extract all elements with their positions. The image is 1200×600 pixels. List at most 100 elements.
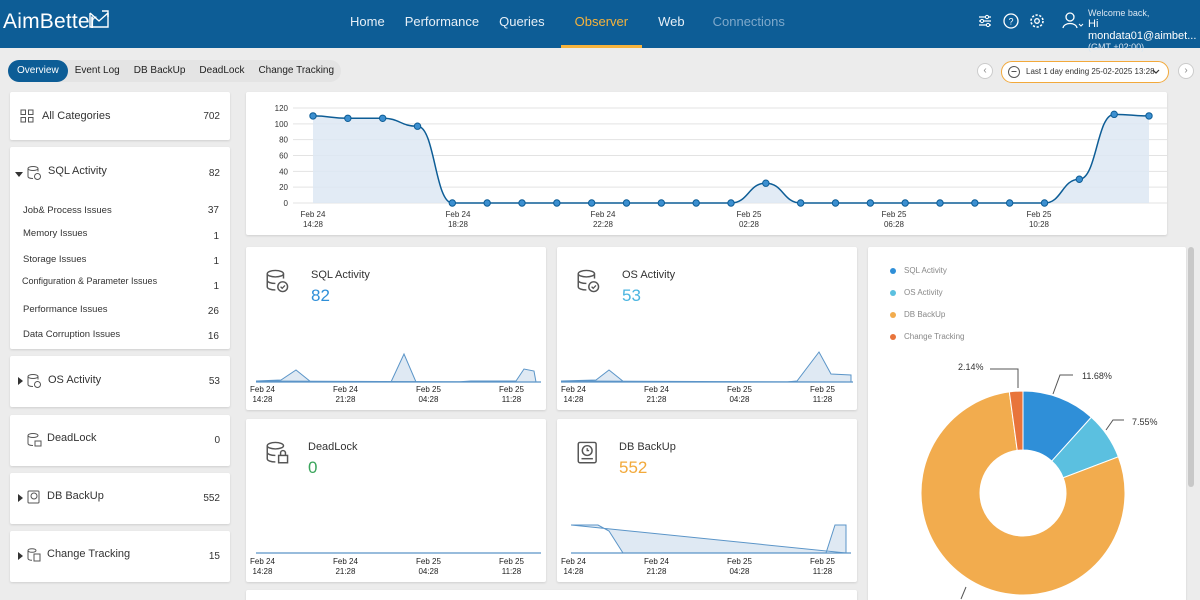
widget-db-backup[interactable]: DB BackUp 552 Feb 24 14:28 Feb 24 21:28 Fe… — [557, 419, 857, 582]
caret-right-icon — [18, 377, 23, 385]
sub-item-configuration[interactable]: Configuration & Parameter Issues — [22, 276, 158, 286]
nav-connections[interactable]: Connections — [712, 14, 785, 29]
tab-event-log[interactable]: Event Log — [74, 65, 120, 76]
category-count: 702 — [203, 111, 220, 122]
x-tick: Feb 24 21:28 — [333, 557, 358, 576]
date-range-label: Last 1 day ending 25-02-2025 13:28 — [1026, 67, 1155, 76]
data-point — [1075, 175, 1084, 183]
data-point — [1110, 110, 1118, 119]
sub-item-count: 37 — [207, 205, 219, 216]
chevron-right-icon[interactable]: › — [1178, 63, 1194, 79]
x-tick: Feb 25 11:28 — [499, 385, 524, 404]
data-point — [1145, 112, 1153, 120]
nav-queries[interactable]: Queries — [499, 14, 545, 29]
category-db-backup[interactable]: DB BackUp 552 — [10, 473, 230, 524]
x-tick: Feb 25 04:28 — [416, 385, 441, 404]
welcome-block[interactable]: Welcome back, Hi mondata01@aimbet... (GM… — [1088, 8, 1200, 52]
nav-performance[interactable]: Performance — [404, 14, 480, 29]
sub-item-performance[interactable]: Performance Issues — [23, 304, 108, 315]
sub-item-data-corruption[interactable]: Data Corruption Issues — [23, 329, 121, 340]
sub-item-count: 1 — [213, 231, 219, 242]
slice-label: 2.14% — [958, 362, 984, 372]
tab-change-tracking[interactable]: Change Tracking — [258, 65, 335, 76]
category-label: SQL Activity — [48, 165, 107, 177]
category-count: 82 — [208, 168, 220, 179]
sparkline — [256, 552, 541, 554]
leader-line — [1052, 374, 1073, 395]
legend-dot — [890, 311, 896, 318]
help-icon[interactable]: ? — [1002, 12, 1020, 30]
x-tick: Feb 24 14:28 — [250, 385, 275, 404]
sub-item-memory[interactable]: Memory Issues — [23, 228, 88, 239]
data-point — [344, 114, 352, 122]
user-icon[interactable] — [1060, 8, 1084, 32]
tab-overview[interactable]: Overview — [8, 60, 68, 82]
settings-icon[interactable] — [1028, 12, 1046, 30]
date-range-selector[interactable]: Last 1 day ending 25-02-2025 13:28 — [1001, 61, 1169, 83]
caret-right-icon — [18, 494, 23, 502]
slice-label: 11.68% — [1082, 371, 1112, 381]
database-lock-icon — [27, 433, 42, 447]
legend-item[interactable]: DB BackUp — [890, 310, 945, 319]
data-point — [936, 199, 944, 207]
x-tick-label: Feb 24 14:28 — [301, 210, 326, 229]
category-deadlock[interactable]: DeadLock 0 — [10, 415, 230, 466]
chevron-left-icon[interactable]: ‹ — [977, 63, 993, 79]
data-point — [1040, 199, 1049, 207]
nav-home[interactable]: Home — [350, 14, 385, 29]
tab-deadlock[interactable]: DeadLock — [199, 65, 245, 76]
x-tick: Feb 25 04:28 — [727, 385, 752, 404]
x-tick: Feb 25 04:28 — [416, 557, 441, 576]
x-tick-label: Feb 25 02:28 — [737, 210, 762, 229]
timeline-chart-card: 0 20 40 60 80 100 120 Feb 24 14:28 Feb 24 18:28 Feb… — [246, 92, 1167, 235]
data-point — [796, 199, 805, 207]
category-os-activity[interactable]: OS Activity 53 — [10, 356, 230, 407]
sub-item-count: 16 — [207, 331, 219, 342]
sliders-icon[interactable] — [976, 12, 994, 30]
sub-item-storage[interactable]: Storage Issues — [23, 254, 87, 265]
category-count: 53 — [208, 376, 220, 387]
change-tracking-icon — [27, 548, 41, 562]
data-point — [1005, 199, 1014, 207]
tab-db-backup[interactable]: DB BackUp — [133, 65, 186, 76]
leader-line — [960, 586, 967, 600]
header-icons: ? — [976, 12, 1046, 30]
x-tick: Feb 24 14:28 — [561, 557, 586, 576]
data-point — [657, 199, 666, 207]
widget-value: 82 — [311, 286, 330, 305]
nav-observer[interactable]: Observer — [560, 0, 643, 48]
category-label: OS Activity — [48, 374, 102, 386]
x-tick: Feb 24 14:28 — [250, 557, 275, 576]
chevron-down-icon — [1152, 69, 1160, 74]
x-tick: Feb 24 21:28 — [333, 385, 358, 404]
y-tick-label: 100 — [275, 120, 289, 129]
database-icon — [27, 166, 41, 180]
legend-dot — [890, 289, 896, 296]
data-point — [448, 199, 457, 207]
sparkline — [561, 351, 853, 383]
legend-item[interactable]: OS Activity — [890, 288, 943, 297]
legend-item[interactable]: Change Tracking — [890, 332, 964, 341]
data-point — [762, 179, 770, 187]
legend-item[interactable]: SQL Activity — [890, 266, 947, 275]
widget-deadlock[interactable]: DeadLock 0 Feb 24 14:28 Feb 24 21:28 Feb 2… — [246, 419, 546, 582]
data-point — [971, 199, 979, 207]
x-tick: Feb 25 11:28 — [810, 385, 835, 404]
slice-label: 7.55% — [1132, 417, 1158, 427]
legend-dot — [890, 333, 896, 340]
category-label: DB BackUp — [47, 490, 104, 502]
y-tick-label: 120 — [275, 104, 289, 113]
backup-icon — [27, 490, 40, 504]
legend-dot — [890, 267, 896, 274]
widget-sql-activity[interactable]: SQL Activity 82 Feb 24 14:28 Feb 24 21:28 … — [246, 247, 546, 410]
category-sql-activity[interactable]: SQL Activity 82 Job& Process Issues 37 M… — [10, 147, 230, 349]
widget-title: SQL Activity — [311, 269, 370, 281]
grid-icon — [20, 109, 34, 123]
data-point — [692, 199, 700, 207]
scrollbar[interactable] — [1188, 247, 1194, 487]
category-all[interactable]: All Categories 702 — [10, 92, 230, 140]
nav-web[interactable]: Web — [658, 14, 685, 29]
sub-item-job-process[interactable]: Job& Process Issues — [23, 205, 112, 216]
category-change-tracking[interactable]: Change Tracking 15 — [10, 531, 230, 582]
widget-os-activity[interactable]: OS Activity 53 Feb 24 14:28 Feb 24 21:28 F… — [557, 247, 857, 410]
